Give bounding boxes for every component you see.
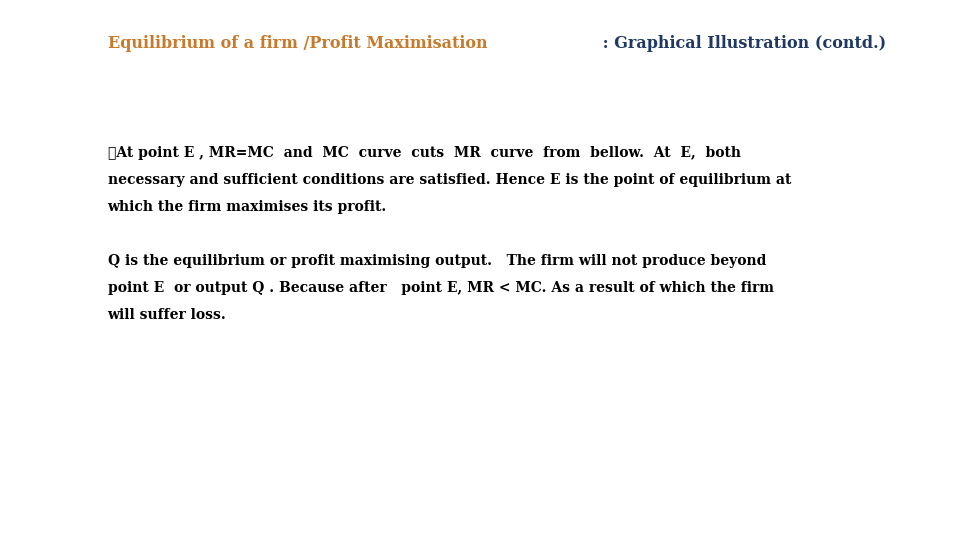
Text: point E  or output Q . Because after   point E, MR < MC. As a result of which th: point E or output Q . Because after poin… [108,281,774,295]
Text: ❖At point E , MR=MC  and  MC  curve  cuts  MR  curve  from  bellow.  At  E,  bot: ❖At point E , MR=MC and MC curve cuts MR… [108,146,740,160]
Text: will suffer loss.: will suffer loss. [108,308,227,322]
Text: : Graphical Illustration (contd.): : Graphical Illustration (contd.) [597,35,886,52]
Text: Equilibrium of a firm /Profit Maximisation: Equilibrium of a firm /Profit Maximisati… [108,35,487,52]
Text: Q is the equilibrium or profit maximising output.   The firm will not produce be: Q is the equilibrium or profit maximisin… [108,254,766,268]
Text: necessary and sufficient conditions are satisfied. Hence E is the point of equil: necessary and sufficient conditions are … [108,173,791,187]
Text: which the firm maximises its profit.: which the firm maximises its profit. [108,200,387,214]
